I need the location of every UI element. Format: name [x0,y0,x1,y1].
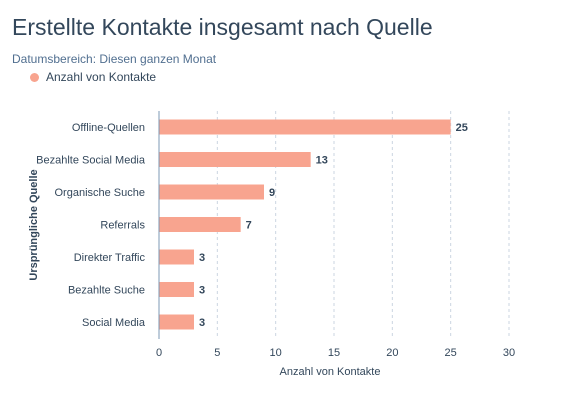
bar [159,152,311,167]
bar-value-label: 3 [199,252,205,264]
bar-value-label: 7 [246,220,252,232]
bar [159,314,194,330]
y-category-label: Bezahlte Suche [68,285,145,297]
chart-title: Erstellte Kontakte insgesamt nach Quelle [12,14,433,40]
bar-value-label: 3 [199,317,205,329]
bar-value-label: 25 [456,122,468,134]
bar-value-label: 3 [199,285,205,297]
y-category-label: Direkter Traffic [74,252,146,264]
y-category-label: Bezahlte Social Media [36,155,146,167]
bar [159,282,194,297]
date-range-subtitle: Datumsbereich: Diesen ganzen Monat [12,52,217,66]
bar-value-label: 9 [269,187,275,199]
x-tick-label: 15 [328,347,340,359]
legend-label: Anzahl von Kontakte [46,70,157,84]
legend-swatch-icon [30,72,39,82]
x-tick-label: 10 [270,347,282,359]
bar [159,217,241,232]
x-tick-label: 20 [386,347,398,359]
labels: 0 5 10 15 20 25 30 Offline-Quellen 25 Bezahlte So… [36,122,515,359]
x-tick-label: 25 [445,347,457,359]
grid-lines [216,111,510,339]
y-category-label: Organische Suche [55,187,146,199]
y-category-label: Social Media [82,317,146,329]
x-tick-label: 0 [156,347,162,359]
bar [159,249,194,265]
y-category-label: Referrals [100,220,145,232]
x-tick-label: 30 [503,347,515,359]
x-tick-label: 5 [214,347,220,359]
x-axis-title: Anzahl von Kontakte [280,366,381,378]
bar-value-label: 13 [316,155,328,167]
bar [159,184,264,200]
y-axis-title: Ursprüngliche Quelle [28,169,40,280]
y-category-label: Offline-Quellen [72,122,145,134]
bars [159,119,451,330]
legend[interactable]: Anzahl von Kontakte [30,70,156,84]
bar [159,119,451,135]
